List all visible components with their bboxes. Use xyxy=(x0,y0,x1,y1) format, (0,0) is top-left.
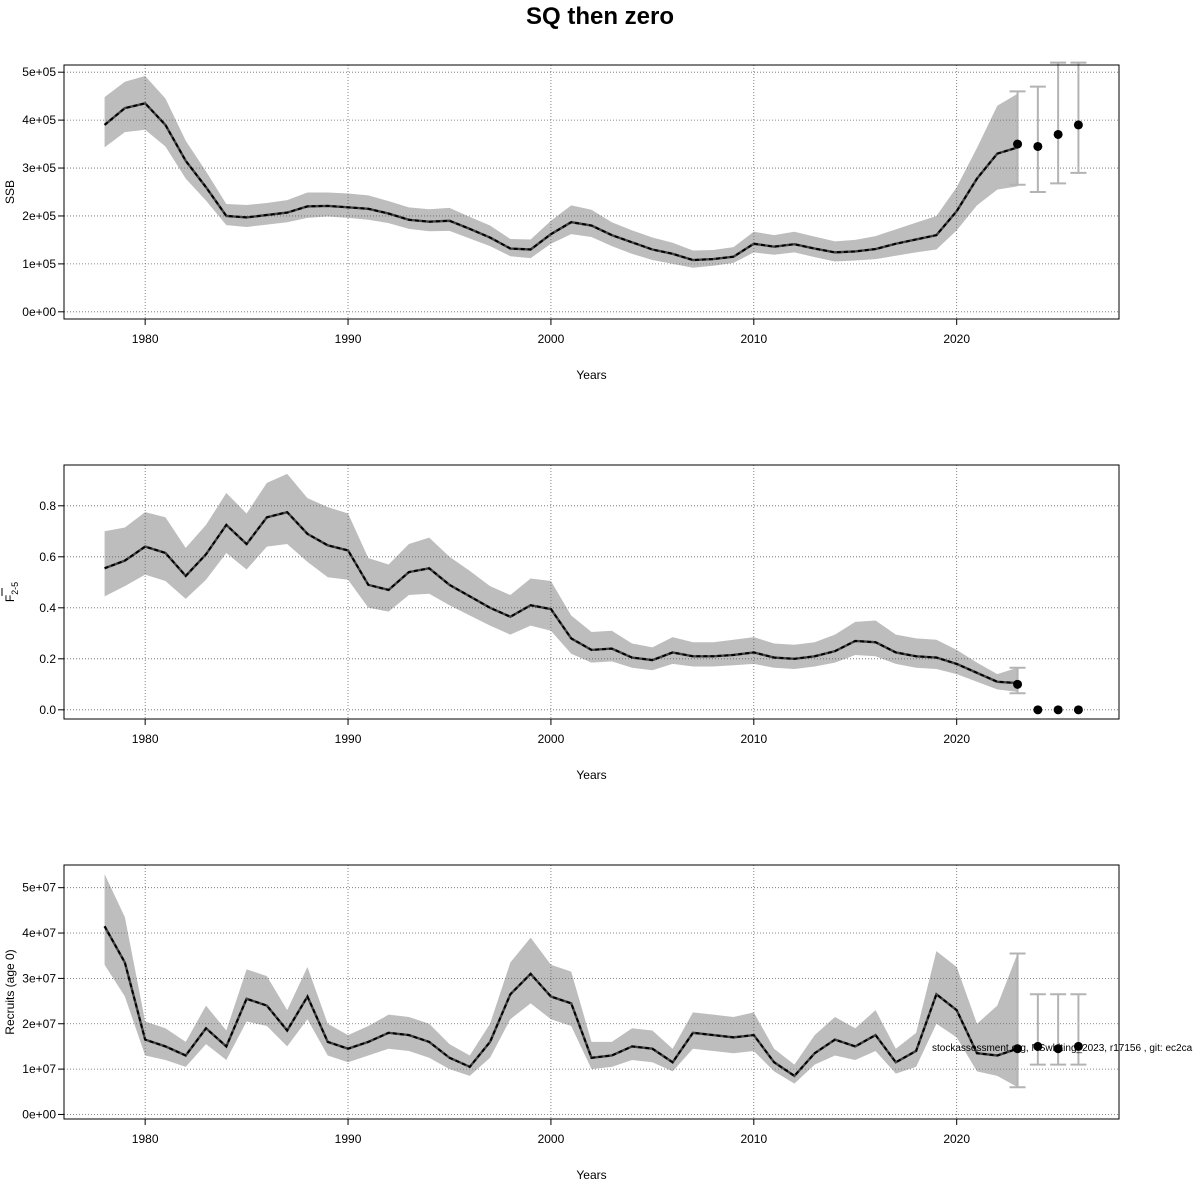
x-tick-label: 2000 xyxy=(538,1132,565,1146)
y-tick-label: 3e+05 xyxy=(22,161,56,175)
forecast-point xyxy=(1073,1041,1083,1051)
x-tick-label: 1990 xyxy=(335,732,362,746)
forecast-point xyxy=(1033,1041,1043,1051)
y-tick-label: 0.2 xyxy=(39,652,56,666)
footnote: stockassessment.org, NSwhiting_2023, r17… xyxy=(932,1043,1193,1054)
confidence-band xyxy=(104,874,1018,1088)
forecast-point xyxy=(1013,679,1023,689)
y-tick-label: 0.6 xyxy=(39,550,56,564)
forecast-point xyxy=(1053,129,1063,139)
y-tick-label: 4e+05 xyxy=(22,113,56,127)
x-tick-label: 2000 xyxy=(538,332,565,346)
y-axis-title: SSB xyxy=(3,180,17,204)
plot-frame xyxy=(63,864,1120,1120)
y-tick-label: 3e+07 xyxy=(22,971,56,985)
forecast-point xyxy=(1053,1044,1063,1054)
y-tick-label: 0.0 xyxy=(39,703,56,717)
estimate-line xyxy=(103,925,1018,1078)
y-tick-label: 0e+00 xyxy=(22,305,56,319)
y-axis-title-subscript: 2-5 xyxy=(10,582,20,595)
y-axis-title-main: F xyxy=(3,595,17,602)
x-tick-label: 2020 xyxy=(943,732,970,746)
confidence-band xyxy=(104,76,1018,268)
forecast-point xyxy=(1073,120,1083,130)
y-axis-title: F2-5 xyxy=(3,582,20,602)
y-tick-label: 0.8 xyxy=(39,499,56,513)
y-tick-label: 0.4 xyxy=(39,601,56,615)
y-tick-label: 1e+07 xyxy=(22,1062,56,1076)
x-tick-label: 2010 xyxy=(740,732,767,746)
plot-frame xyxy=(63,464,1120,720)
x-tick-label: 2020 xyxy=(943,1132,970,1146)
figure-title: SQ then zero xyxy=(526,3,674,30)
forecast-point xyxy=(1013,139,1023,149)
y-tick-label: 5e+05 xyxy=(22,65,56,79)
x-tick-label: 1980 xyxy=(132,332,159,346)
plot-frame xyxy=(63,64,1120,320)
x-axis-title: Years xyxy=(576,368,606,382)
x-axis-title: Years xyxy=(576,768,606,782)
confidence-band xyxy=(104,473,1018,692)
y-tick-label: 1e+05 xyxy=(22,257,56,271)
x-tick-label: 2010 xyxy=(740,332,767,346)
estimate-line-base xyxy=(104,510,1018,685)
forecast-point xyxy=(1033,141,1043,151)
x-tick-label: 1980 xyxy=(132,1132,159,1146)
forecast-point xyxy=(1033,705,1043,715)
forecast-point xyxy=(1013,1044,1023,1054)
panel-ssb: 1980 1990 2000 2010 2020 0e+00 1e+05 2e+05 3e+05… xyxy=(3,61,1120,382)
panel-fbar: 1980 1990 2000 2010 2020 0.0 0.2 0.4 0.6 0.8 Years… xyxy=(1,464,1120,782)
y-tick-label: 2e+07 xyxy=(22,1017,56,1031)
x-tick-label: 1980 xyxy=(132,732,159,746)
forecast-point xyxy=(1053,705,1063,715)
forecast-point xyxy=(1073,705,1083,715)
x-tick-label: 2000 xyxy=(538,732,565,746)
x-tick-label: 1990 xyxy=(335,1132,362,1146)
y-tick-label: 4e+07 xyxy=(22,926,56,940)
x-tick-label: 2020 xyxy=(943,332,970,346)
x-tick-label: 2010 xyxy=(740,1132,767,1146)
panel-recruits: 1980 1990 2000 2010 2020 0e+00 1e+07 2e+07 3e+07… xyxy=(3,864,1120,1182)
x-axis-title: Years xyxy=(576,1168,606,1182)
estimate-line xyxy=(103,102,1018,262)
x-tick-label: 1990 xyxy=(335,332,362,346)
y-tick-label: 2e+05 xyxy=(22,209,56,223)
y-tick-label: 5e+07 xyxy=(22,881,56,895)
y-tick-label: 0e+00 xyxy=(22,1107,56,1121)
y-axis-title: Recruits (age 0) xyxy=(3,949,17,1034)
